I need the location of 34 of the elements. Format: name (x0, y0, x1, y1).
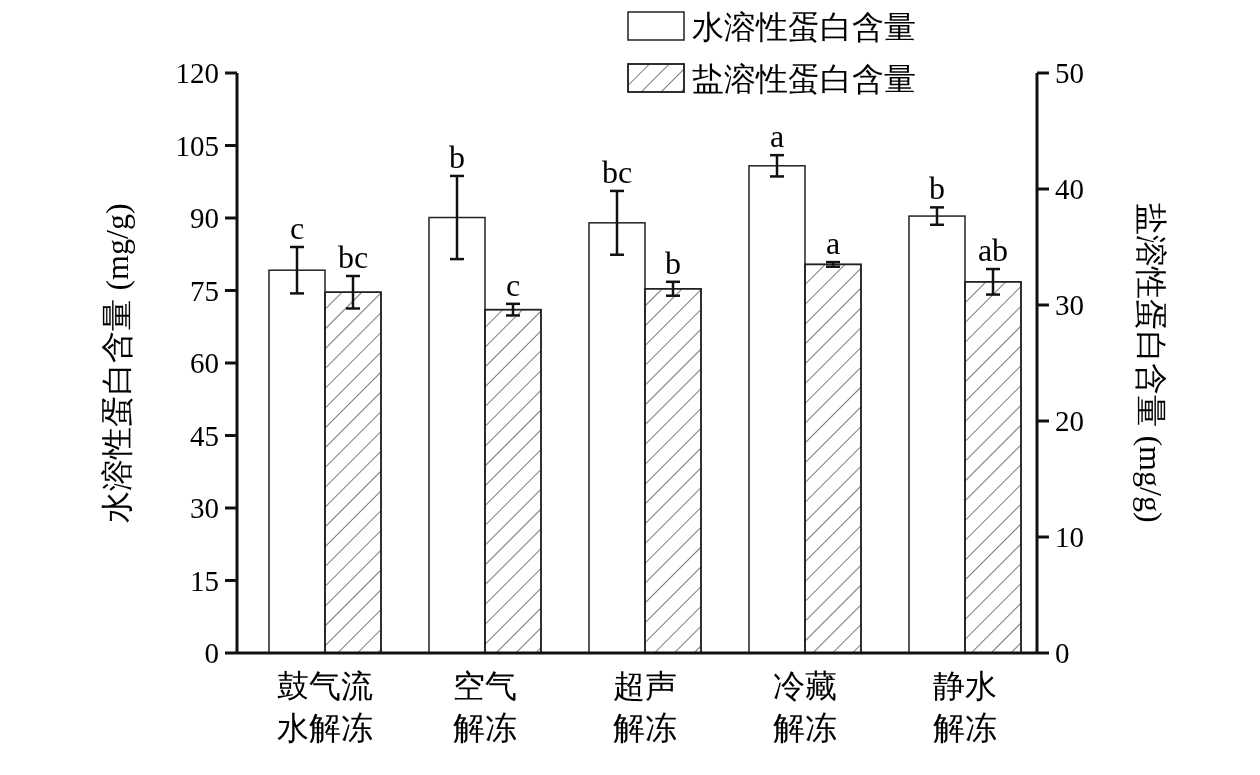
y-tick-label: 0 (204, 637, 219, 669)
y-tick-label: 75 (190, 274, 219, 307)
y2-tick-label: 10 (1055, 521, 1084, 553)
annotation: ab (977, 232, 1009, 269)
annotation: c (289, 210, 305, 246)
annotation: a (769, 118, 785, 155)
annotation: a (825, 225, 841, 262)
annotation: b (929, 170, 945, 207)
x-tick-label: 鼓气流水解冻 (277, 668, 373, 746)
y2-tick-label: 40 (1055, 173, 1084, 205)
y2-axis-title: 盐溶性蛋白含量 (mg/g) (1133, 203, 1169, 523)
x-tick-label: 静水解冻 (933, 668, 997, 746)
annotation: c (505, 266, 521, 303)
x-tick-label: 冷藏解冻 (773, 668, 837, 746)
y-tick-label: 60 (190, 347, 219, 379)
y-tick-label: 105 (175, 129, 219, 162)
x-tick-label: 空气解冻 (453, 668, 517, 746)
y-tick-label: 15 (190, 564, 219, 597)
annotation: bc (337, 239, 369, 275)
y-tick-label: 90 (190, 202, 219, 234)
y2-tick-label: 20 (1055, 405, 1084, 437)
y-tick-label: 45 (190, 419, 219, 452)
y2-tick-label: 30 (1055, 289, 1084, 321)
annotation: b (449, 138, 465, 175)
x-tick-label: 超声解冻 (613, 668, 677, 746)
annotation: bc (601, 153, 633, 190)
y-tick-label: 120 (175, 57, 219, 89)
annotation: b (665, 244, 681, 281)
y2-tick-label: 0 (1055, 637, 1070, 669)
y-axis-title: 水溶性蛋白含量 (mg/g) (99, 203, 135, 523)
y-tick-label: 30 (190, 492, 219, 524)
legend-label: 盐溶性蛋白含量 (692, 61, 916, 97)
legend-label: 水溶性蛋白含量 (692, 9, 916, 45)
y2-tick-label: 50 (1055, 57, 1084, 89)
